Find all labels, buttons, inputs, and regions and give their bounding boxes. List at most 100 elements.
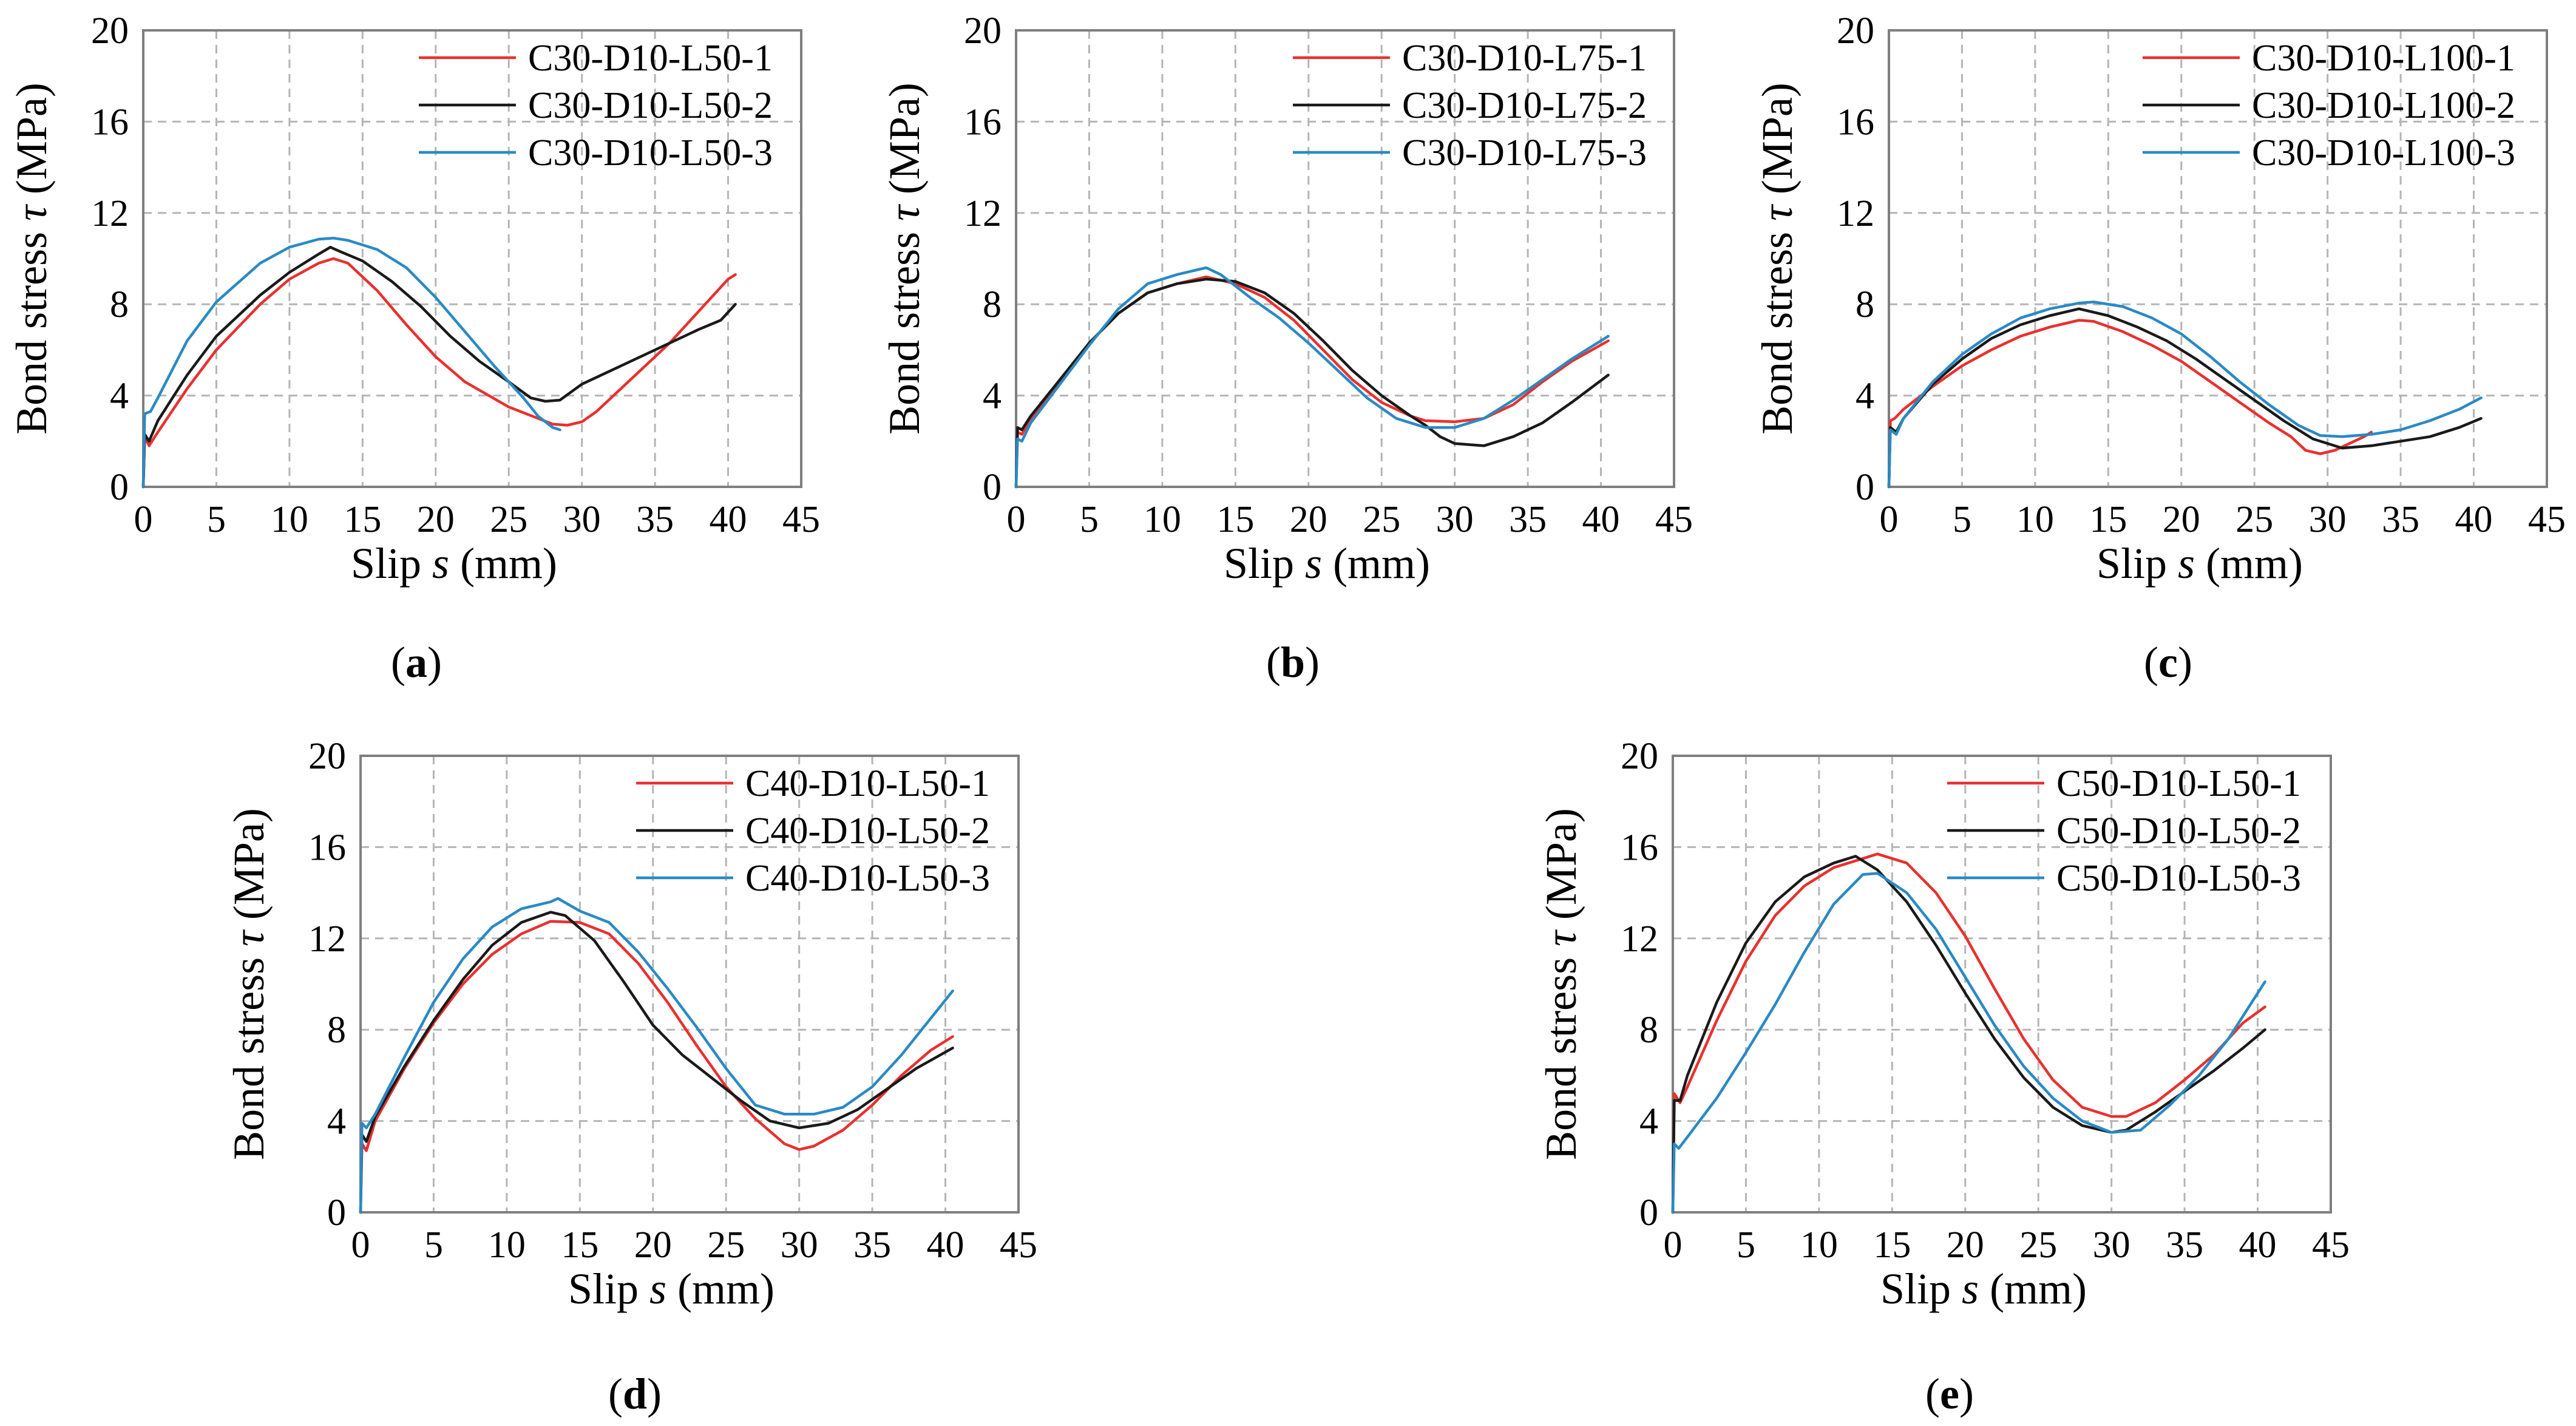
x-tick-label: 40 <box>927 1224 964 1266</box>
x-tick-label: 40 <box>2239 1224 2277 1266</box>
x-tick-label: 20 <box>2163 499 2200 540</box>
y-tick-label: 20 <box>91 10 129 52</box>
series-line-3 <box>1671 872 2266 1214</box>
x-tick-label: 25 <box>490 499 527 540</box>
y-tick-label: 16 <box>1621 827 1658 868</box>
x-tick-label: 0 <box>1664 1224 1683 1266</box>
legend-label-1: C30-D10-L50-1 <box>528 38 773 79</box>
x-tick-label: 45 <box>2528 499 2566 540</box>
legend-label-1: C30-D10-L75-1 <box>1402 38 1647 79</box>
y-tick-label: 12 <box>308 918 346 960</box>
x-tick-label: 30 <box>563 499 601 540</box>
legend-label-3: C30-D10-L100-3 <box>2252 132 2515 174</box>
y-tick-label: 4 <box>1856 376 1874 417</box>
x-tick-label: 0 <box>134 499 153 540</box>
x-tick-label: 15 <box>561 1224 598 1266</box>
legend-label-1: C30-D10-L100-1 <box>2252 38 2515 79</box>
x-tick-label: 10 <box>488 1224 526 1266</box>
series-line-3 <box>141 236 561 489</box>
x-tick-label: 25 <box>2235 499 2273 540</box>
legend-label-2: C30-D10-L75-2 <box>1402 85 1647 126</box>
x-tick-label: 20 <box>634 1224 672 1266</box>
y-tick-label: 12 <box>1837 193 1874 234</box>
y-axis-label: Bond stress τ (MPa) <box>880 83 929 435</box>
x-axis-label: Slip s (mm) <box>351 539 557 588</box>
x-tick-label: 35 <box>636 499 674 540</box>
x-tick-label: 40 <box>710 499 747 540</box>
series-line-3 <box>359 897 954 1214</box>
y-axis-label: Bond stress τ (MPa) <box>1537 808 1585 1160</box>
series-line-1 <box>359 920 954 1214</box>
x-tick-label: 15 <box>1216 499 1254 540</box>
y-tick-label: 16 <box>308 827 346 868</box>
legend-label-2: C50-D10-L50-2 <box>2056 810 2301 852</box>
y-tick-label: 8 <box>1639 1010 1658 1051</box>
plot-frame <box>142 29 802 488</box>
x-tick-label: 25 <box>2019 1224 2057 1266</box>
x-tick-label: 35 <box>2166 1224 2203 1266</box>
y-axis-label: Bond stress τ (MPa) <box>225 808 273 1160</box>
x-tick-label: 35 <box>853 1224 891 1266</box>
x-tick-label: 30 <box>2093 1224 2130 1266</box>
legend-label-3: C50-D10-L50-3 <box>2056 858 2301 899</box>
x-axis-label: Slip s (mm) <box>1880 1265 2087 1313</box>
series-line-2 <box>141 245 737 489</box>
y-tick-label: 0 <box>1639 1192 1658 1234</box>
x-tick-label: 35 <box>1509 499 1547 540</box>
legend-label-1: C40-D10-L50-1 <box>745 763 990 804</box>
legend-label-2: C30-D10-L50-2 <box>528 85 773 126</box>
x-axis-label: Slip s (mm) <box>2096 539 2303 588</box>
x-tick-label: 0 <box>1880 499 1899 540</box>
x-axis-label: Slip s (mm) <box>1224 539 1430 588</box>
series-line-1 <box>1887 319 2373 489</box>
series-line-2 <box>1671 855 2266 1214</box>
x-tick-label: 0 <box>1007 499 1026 540</box>
plot-frame <box>1672 755 2332 1214</box>
y-tick-label: 8 <box>110 284 129 325</box>
y-tick-label: 20 <box>1621 736 1658 777</box>
series-line-2 <box>359 911 954 1214</box>
plot-frame <box>359 755 1020 1214</box>
x-tick-label: 0 <box>351 1224 370 1266</box>
x-tick-label: 30 <box>1436 499 1474 540</box>
panel-caption: (c) <box>2144 638 2192 687</box>
y-axis-label: Bond stress τ (MPa) <box>1753 83 1802 435</box>
y-tick-label: 12 <box>1621 918 1658 960</box>
panel-caption: (e) <box>1925 1370 1974 1418</box>
x-tick-label: 25 <box>1363 499 1400 540</box>
legend-label-2: C30-D10-L100-2 <box>2252 85 2515 126</box>
x-tick-label: 45 <box>1655 499 1693 540</box>
x-tick-label: 10 <box>271 499 308 540</box>
y-tick-label: 0 <box>1856 467 1874 508</box>
y-tick-label: 20 <box>308 736 346 777</box>
x-tick-label: 35 <box>2382 499 2419 540</box>
x-tick-label: 5 <box>207 499 226 540</box>
series-line-3 <box>1014 266 1610 489</box>
y-tick-label: 8 <box>1856 284 1874 325</box>
y-tick-label: 8 <box>327 1010 346 1051</box>
x-tick-label: 15 <box>344 499 381 540</box>
x-tick-label: 10 <box>1800 1224 1838 1266</box>
legend-label-3: C40-D10-L50-3 <box>745 858 990 899</box>
y-tick-label: 12 <box>964 193 1002 234</box>
y-tick-label: 0 <box>983 467 1002 508</box>
x-tick-label: 10 <box>1144 499 1181 540</box>
series-line-1 <box>1014 275 1610 489</box>
panel-caption: (a) <box>391 638 442 687</box>
x-tick-label: 40 <box>1582 499 1620 540</box>
y-tick-label: 16 <box>1837 101 1874 143</box>
x-tick-label: 20 <box>1290 499 1327 540</box>
y-tick-label: 20 <box>1837 10 1874 52</box>
legend-label-2: C40-D10-L50-2 <box>745 810 990 852</box>
y-tick-label: 0 <box>110 467 129 508</box>
x-tick-label: 15 <box>2089 499 2127 540</box>
y-tick-label: 4 <box>110 376 129 417</box>
plot-frame <box>1015 29 1675 488</box>
y-tick-label: 16 <box>91 101 129 143</box>
legend-label-3: C30-D10-L75-3 <box>1402 132 1647 174</box>
